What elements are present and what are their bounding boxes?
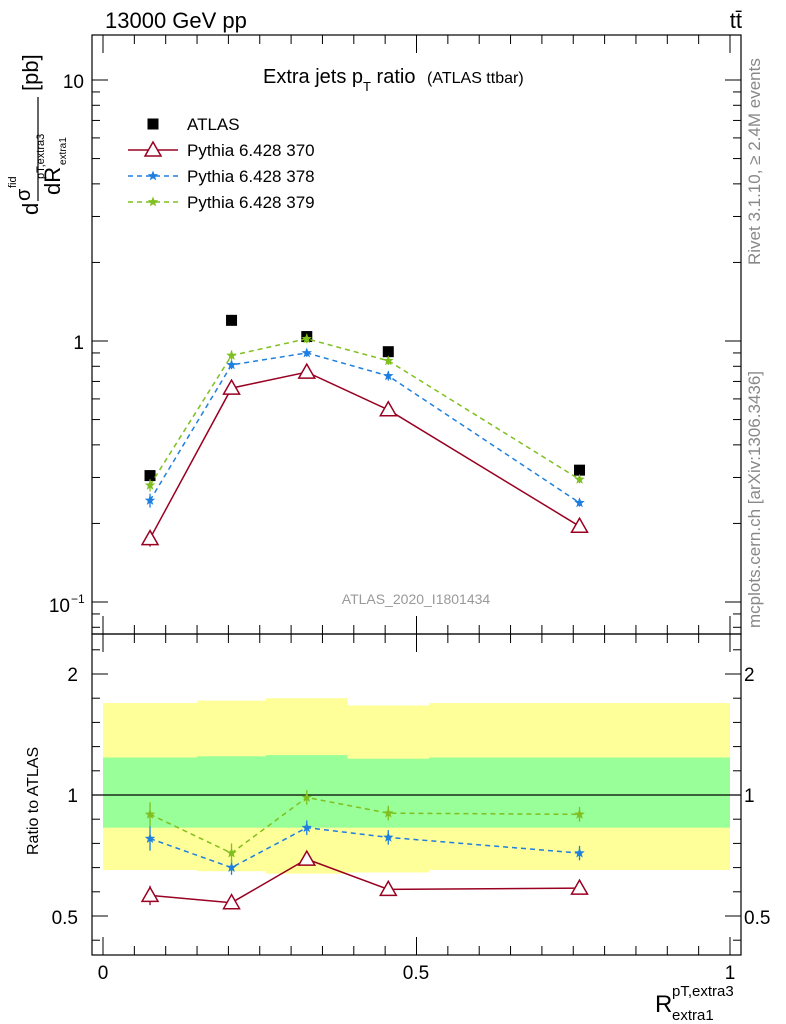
ratio-data-point	[140, 885, 160, 903]
ratio-data-point	[144, 808, 156, 819]
main-data-point	[378, 400, 398, 417]
legend-item: Pythia 6.428 379	[128, 193, 315, 212]
main-data-point	[383, 355, 394, 366]
main-series-pythia-6-428-370	[140, 362, 589, 547]
ylabel-dR: dR	[40, 167, 65, 195]
ratio-series-pythia-6-428-370	[140, 849, 589, 910]
main-data-point	[382, 346, 394, 358]
xlabel-sub: extra1	[672, 1007, 714, 1024]
chart-title-paren: (ATLAS ttbar)	[427, 70, 524, 87]
ratio-ytick-label-1: 1	[67, 786, 78, 807]
chart-title-rest: ratio	[371, 66, 415, 88]
ratio-data-point	[301, 791, 312, 802]
xlabel-R: R	[655, 991, 672, 1018]
main-data-point	[144, 470, 156, 482]
xtick-label-1: 1	[725, 963, 736, 984]
main-data-point	[301, 333, 312, 344]
main-data-point	[144, 494, 156, 505]
legend-item: Pythia 6.428 378	[128, 167, 315, 186]
ylabel-sigma: σ	[13, 188, 35, 201]
ratio-series-pythia-6-428-378	[144, 820, 585, 875]
ratio-data-point	[383, 807, 394, 818]
ratio-ytick-label-2-right: 2	[744, 665, 755, 686]
main-data-point	[297, 362, 317, 379]
legend-label: ATLAS	[187, 115, 240, 134]
main-series-line	[149, 352, 580, 504]
xlabel-sup: pT,extra3	[672, 983, 734, 1000]
ratio-data-point	[574, 847, 585, 858]
ytick-label-1: 1	[73, 333, 84, 354]
stat-uncertainty-band	[197, 756, 267, 828]
ytick-label-10: 10	[63, 72, 84, 93]
ylabel-d-num: d	[18, 203, 43, 215]
ylabel-unit: [pb]	[18, 54, 43, 91]
mcplots-label: mcplots.cern.ch [arXiv:1306.3436]	[745, 371, 764, 628]
main-data-point	[383, 370, 394, 381]
legend-marker	[147, 196, 159, 207]
ytick-label-0p1-exp: −1	[71, 592, 85, 606]
main-data-point	[574, 464, 586, 476]
ylabel-extra1: extra1	[58, 137, 69, 165]
ytick-label-0p1: 10	[49, 596, 70, 617]
legend-label: Pythia 6.428 379	[187, 193, 315, 212]
main-data-point	[570, 516, 589, 534]
ratio-ytick-label-1-right: 1	[744, 786, 755, 807]
main-ylabel: d σ fid pT,extra3 dR extra1 [pb]	[7, 54, 69, 215]
legend-item: ATLAS	[147, 115, 240, 134]
chart-title: Extra jets pT ratio (ATLAS ttbar)	[263, 66, 524, 94]
ratio-data-point	[383, 831, 394, 842]
main-series-pythia-6-428-379	[144, 333, 585, 492]
ratio-ylabel: Ratio to ATLAS	[25, 747, 42, 855]
main-data-point	[226, 350, 237, 360]
main-series-pythia-6-428-378	[144, 347, 585, 508]
ratio-data-point	[226, 847, 237, 858]
ratio-data-point	[144, 833, 156, 843]
ylabel-fid: fid	[7, 176, 19, 188]
main-data-point	[301, 347, 312, 358]
main-data-point	[140, 529, 160, 546]
legend: ATLAS Pythia 6.428 370 Pythia 6.428 378 Pyt…	[128, 115, 315, 212]
main-data-point	[222, 378, 241, 395]
main-data-point	[144, 479, 156, 490]
ratio-data-point	[301, 822, 312, 833]
ratio-bands	[92, 698, 741, 874]
ratio-data-point	[222, 893, 241, 910]
ratio-ytick-label-2: 2	[67, 665, 78, 686]
ratio-ytick-label-05-right: 0.5	[744, 908, 770, 929]
legend-label: Pythia 6.428 370	[187, 141, 315, 160]
main-data-point	[574, 497, 585, 508]
legend-marker	[147, 118, 159, 130]
chart-title-main: Extra jets p	[263, 66, 363, 88]
ratio-data-point	[574, 808, 585, 819]
ratio-series	[140, 790, 589, 910]
ratio-ytick-label-05: 0.5	[52, 908, 78, 929]
legend-marker	[143, 140, 163, 157]
xtick-label-0: 0	[98, 963, 109, 984]
rivet-label: Rivet 3.1.10, ≥ 2.4M events	[745, 58, 764, 265]
main-data-point	[226, 359, 237, 370]
main-data-point	[574, 473, 585, 484]
main-series-line	[149, 337, 580, 486]
ratio-data-point	[378, 879, 398, 897]
main-series-atlas	[144, 314, 586, 482]
main-series-line	[149, 371, 580, 539]
ytick-label-0p1-base: 10	[49, 596, 70, 617]
legend-label: Pythia 6.428 378	[187, 167, 315, 186]
chart-title-sub: T	[363, 79, 371, 94]
xtick-label-05: 0.5	[403, 963, 429, 984]
main-data-point	[226, 314, 238, 326]
watermark: ATLAS_2020_I1801434	[342, 591, 491, 607]
energy-label: 13000 GeV pp	[105, 8, 247, 33]
ratio-data-point	[226, 862, 237, 872]
legend-marker	[147, 170, 159, 181]
legend-item: Pythia 6.428 370	[128, 140, 315, 160]
ratio-data-point	[570, 878, 589, 895]
main-series	[140, 314, 589, 547]
axes	[91, 34, 742, 956]
process-label: tt̄	[730, 8, 742, 33]
ratio-data-point	[297, 849, 317, 866]
ratio-series-pythia-6-428-379	[144, 790, 585, 863]
